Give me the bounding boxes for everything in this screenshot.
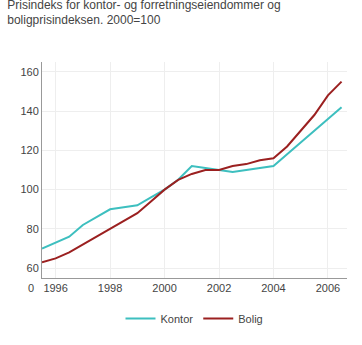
svg-text:Prisindeks for kontor- og forr: Prisindeks for kontor- og forretningseie… [7, 0, 280, 27]
svg-text:60: 60 [27, 262, 39, 274]
svg-text:0: 0 [28, 282, 34, 294]
svg-text:2006: 2006 [316, 282, 340, 294]
svg-text:160: 160 [20, 66, 38, 78]
svg-text:80: 80 [27, 223, 39, 235]
svg-text:2000: 2000 [152, 282, 176, 294]
svg-text:140: 140 [20, 105, 38, 117]
svg-text:Bolig: Bolig [238, 313, 262, 325]
svg-text:100: 100 [20, 183, 38, 195]
svg-text:Kontor: Kontor [161, 313, 194, 325]
svg-text:2002: 2002 [207, 282, 231, 294]
svg-text:1996: 1996 [43, 282, 67, 294]
svg-text:1998: 1998 [98, 282, 122, 294]
svg-text:2004: 2004 [261, 282, 285, 294]
svg-text:120: 120 [20, 144, 38, 156]
